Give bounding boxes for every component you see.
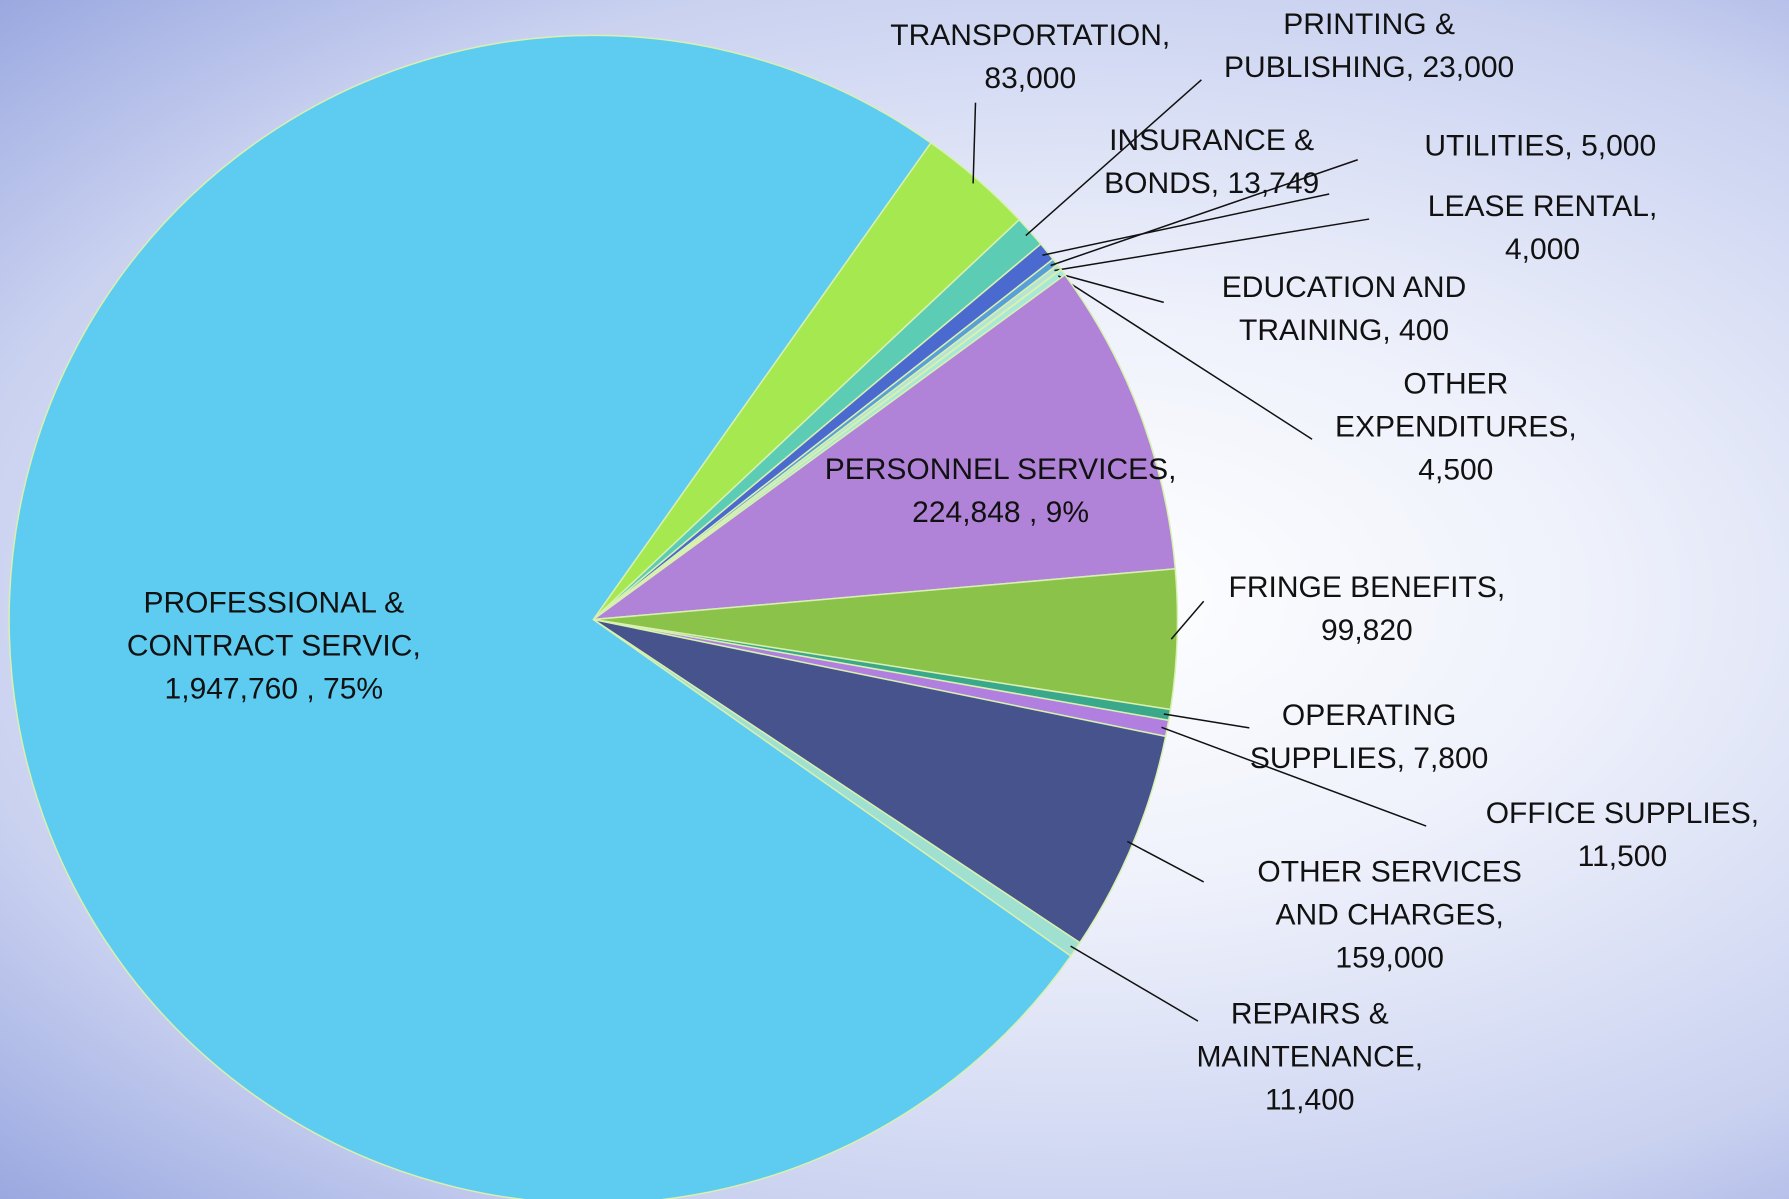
category-label: REPAIRS & MAINTENANCE (1196, 997, 1415, 1073)
category-label: OPERATING SUPPLIES (1249, 699, 1457, 776)
category-label: OTHER EXPENDITURES (1334, 367, 1569, 444)
category-label: INSURANCE & BONDS (1104, 124, 1315, 200)
data-label: TRANSPORTATION, 83,000 (890, 19, 1171, 96)
value-label: 23,000 (1422, 50, 1515, 84)
leader-line (1057, 275, 1313, 440)
value-label: 224,848 (912, 495, 1021, 529)
data-label: INSURANCE & BONDS, 13,749 (1104, 124, 1320, 200)
value-label: 11,500 (1577, 840, 1668, 874)
category-label: OTHER SERVICES AND CHARGES (1257, 855, 1522, 932)
percent-label: 75% (323, 672, 384, 706)
leader-line (1161, 726, 1427, 827)
data-label: PROFESSIONAL & CONTRACT SERVIC, 1,947,76… (126, 586, 421, 706)
leader-line (1070, 945, 1199, 1022)
value-label: 13,749 (1227, 167, 1320, 200)
data-label: EDUCATION AND TRAINING, 400 (1221, 271, 1467, 348)
value-label: 99,820 (1320, 614, 1413, 648)
leader-line (1170, 600, 1205, 640)
value-label: 4,500 (1418, 453, 1494, 487)
percent-label: 9% (1045, 495, 1089, 529)
data-label: OTHER EXPENDITURES, 4,500 (1334, 367, 1577, 487)
data-label: OPERATING SUPPLIES, 7,800 (1249, 699, 1489, 776)
value-label: 400 (1399, 314, 1450, 348)
value-label: 11,400 (1265, 1083, 1355, 1116)
value-label: 83,000 (984, 62, 1077, 96)
pie-slice (590, 273, 1177, 621)
leader-line (1163, 713, 1250, 729)
leader-line (1050, 159, 1358, 267)
value-label: 7,800 (1413, 742, 1489, 776)
leader-line (1042, 193, 1330, 256)
category-label: PERSONNEL SERVICES (824, 452, 1169, 486)
value-label: 5,000 (1581, 129, 1657, 163)
category-label: TRANSPORTATION (890, 19, 1162, 53)
category-label: EDUCATION AND TRAINING (1221, 271, 1467, 348)
leader-line (1054, 218, 1370, 272)
data-label: LEASE RENTAL, 4,000 (1427, 190, 1658, 267)
pie-slice (8, 34, 1072, 1199)
value-label: 159,000 (1335, 941, 1444, 975)
leader-line (1025, 79, 1202, 237)
leader-line (972, 102, 977, 184)
category-label: UTILITIES (1424, 129, 1565, 163)
data-label: FRINGE BENEFITS, 99,820 (1228, 571, 1506, 648)
category-label: PROFESSIONAL & CONTRACT SERVIC (126, 586, 413, 663)
data-label: OFFICE SUPPLIES, 11,500 (1485, 797, 1760, 874)
data-label: PRINTING & PUBLISHING, 23,000 (1224, 7, 1515, 84)
leader-line (1126, 840, 1205, 883)
leader-line (1056, 272, 1164, 304)
data-label: UTILITIES, 5,000 (1424, 129, 1657, 163)
data-label: REPAIRS & MAINTENANCE, 11,400 (1196, 997, 1424, 1116)
category-label: OFFICE SUPPLIES (1485, 797, 1751, 831)
value-label: 1,947,760 (164, 672, 299, 706)
category-label: PRINTING & PUBLISHING (1224, 7, 1455, 84)
data-label: PERSONNEL SERVICES, 224,848 , 9% (824, 452, 1177, 529)
category-label: FRINGE BENEFITS (1228, 571, 1497, 605)
value-label: 4,000 (1505, 233, 1581, 267)
category-label: LEASE RENTAL (1427, 190, 1649, 224)
data-label: OTHER SERVICES AND CHARGES, 159,000 (1257, 855, 1522, 975)
